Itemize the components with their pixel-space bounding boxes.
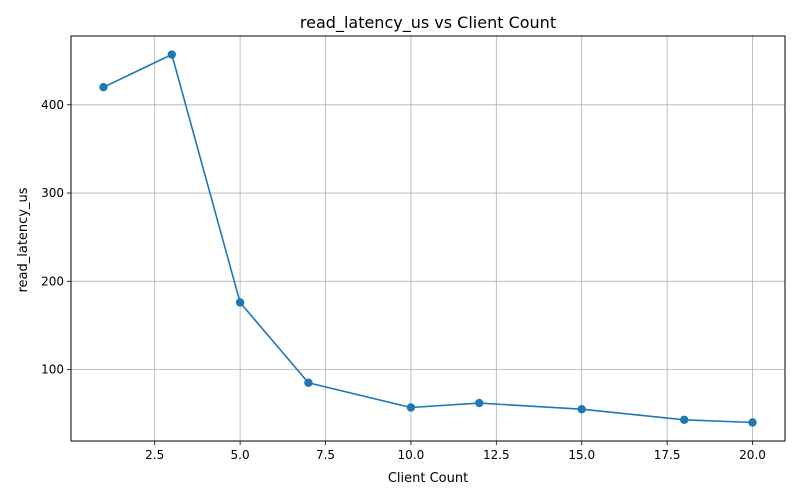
- data-point: [577, 405, 586, 414]
- x-tick-label: 20.0: [739, 448, 766, 462]
- chart-title: read_latency_us vs Client Count: [300, 13, 556, 33]
- data-point: [235, 298, 245, 307]
- x-tick-label: 15.0: [568, 448, 595, 462]
- y-axis-ticks: 100 200 300 400: [41, 98, 71, 377]
- plot-frame: [70, 35, 786, 442]
- data-point: [748, 418, 757, 427]
- x-tick-label: 10.0: [398, 448, 425, 462]
- data-point: [167, 50, 176, 59]
- x-tick-label: 2.5: [145, 448, 164, 462]
- y-tick-label: 300: [41, 186, 64, 200]
- series-line-group: [99, 50, 757, 427]
- y-axis-label: read_latency_us: [16, 187, 31, 292]
- x-tick-label: 5.0: [231, 448, 250, 462]
- x-tick-label: 17.5: [654, 448, 681, 462]
- data-point: [304, 378, 313, 387]
- grid-lines: [71, 36, 785, 441]
- data-point: [680, 415, 689, 425]
- y-tick-label: 200: [41, 274, 64, 288]
- y-tick-label: 400: [41, 98, 64, 112]
- x-tick-label: 12.5: [483, 448, 510, 462]
- x-axis-ticks: 2.5 5.0 7.5 10.0 12.5 15.0 17.5 20.0: [145, 441, 766, 462]
- data-point: [99, 82, 108, 92]
- x-axis-label: Client Count: [388, 471, 468, 486]
- data-point: [475, 398, 484, 408]
- data-point: [406, 403, 416, 412]
- y-tick-label: 100: [41, 363, 64, 377]
- x-tick-label: 7.5: [316, 448, 335, 462]
